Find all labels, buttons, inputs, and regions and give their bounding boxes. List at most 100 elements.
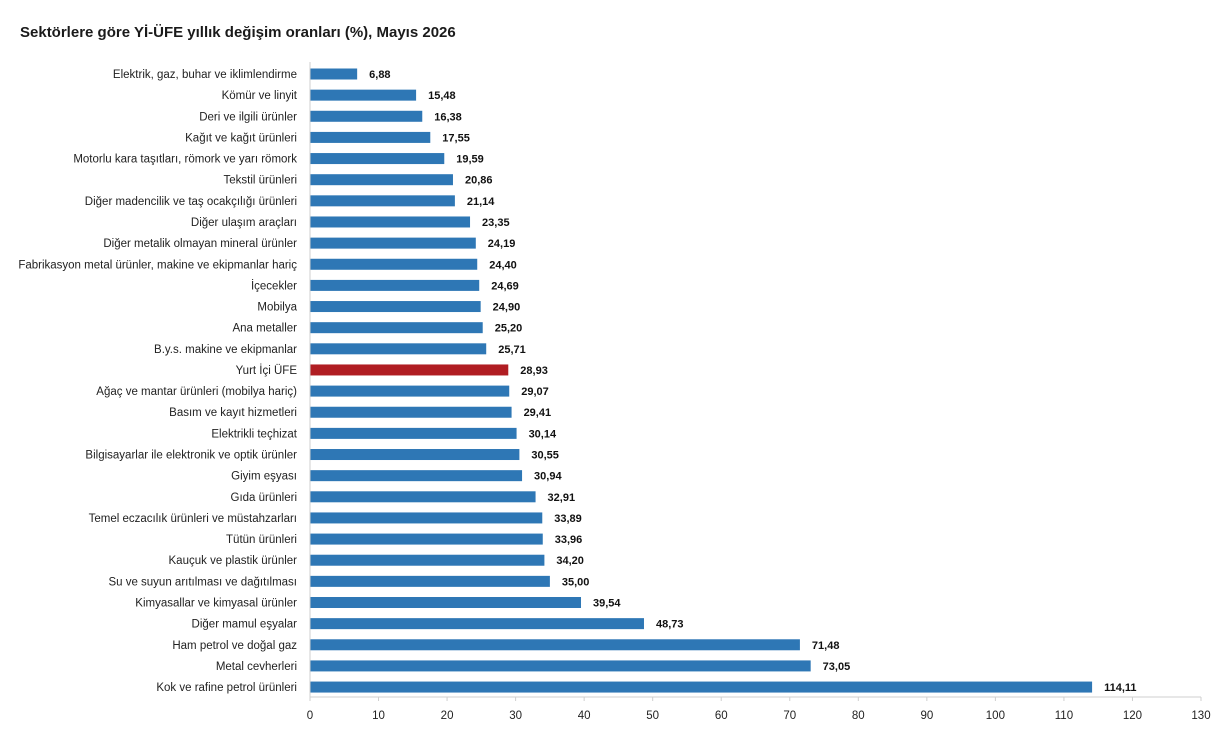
bar <box>310 491 536 503</box>
bar <box>310 406 512 418</box>
bar <box>310 512 543 524</box>
category-label: Ağaç ve mantar ürünleri (mobilya hariç) <box>96 386 297 398</box>
bar <box>310 279 480 291</box>
category-label: Metal cevherleri <box>216 661 297 673</box>
bar <box>310 618 644 630</box>
bar <box>310 322 483 334</box>
bar-highlight <box>310 364 509 376</box>
x-tick-label: 90 <box>920 710 933 722</box>
x-tick-label: 100 <box>986 710 1005 722</box>
x-tick-label: 10 <box>372 710 385 722</box>
bar <box>310 554 545 566</box>
data-label: 16,38 <box>434 111 462 123</box>
category-label: Temel eczacılık ürünleri ve müstahzarlar… <box>89 513 297 525</box>
category-label: Basım ve kayıt hizmetleri <box>169 407 297 419</box>
x-tick-label: 130 <box>1191 710 1210 722</box>
x-tick-label: 30 <box>509 710 522 722</box>
data-label: 25,20 <box>495 323 523 335</box>
data-label: 28,93 <box>520 365 548 377</box>
bars-layer: Elektrik, gaz, buhar ve iklimlendirme 6,8… <box>18 68 1137 694</box>
bar <box>310 237 476 249</box>
bar <box>310 597 582 608</box>
x-tick-label: 60 <box>715 710 728 722</box>
data-label: 30,14 <box>529 428 557 440</box>
bar <box>310 660 811 672</box>
category-label: Diğer mamul eşyalar <box>192 619 298 631</box>
chart-title: Sektörlere göre Yİ-ÜFE yıllık değişim or… <box>20 24 456 41</box>
bar <box>310 153 445 165</box>
data-label: 23,35 <box>482 217 510 229</box>
x-tick-label: 110 <box>1055 710 1073 722</box>
data-label: 48,73 <box>656 619 684 631</box>
data-label: 33,89 <box>554 513 582 525</box>
data-label: 30,55 <box>531 450 559 462</box>
category-label: Motorlu kara taşıtları, römork ve yarı r… <box>73 154 297 166</box>
category-label: Tekstil ürünleri <box>224 175 298 187</box>
category-label: Giyim eşyası <box>231 471 297 483</box>
category-label: Kok ve rafine petrol ürünleri <box>156 682 297 694</box>
data-label: 34,20 <box>556 555 584 567</box>
category-label: Elektrikli teçhizat <box>211 428 297 440</box>
data-label: 39,54 <box>593 598 621 610</box>
category-label: Diğer metalik olmayan mineral ürünler <box>103 238 297 250</box>
category-label: B.y.s. makine ve ekipmanlar <box>154 344 297 356</box>
bar <box>310 449 520 461</box>
bar <box>310 174 453 186</box>
bar <box>310 343 487 355</box>
data-label: 24,69 <box>491 280 519 292</box>
category-label: Mobilya <box>257 302 297 314</box>
bar <box>310 258 478 270</box>
data-label: 24,40 <box>489 259 517 271</box>
x-tick-label: 80 <box>852 710 865 722</box>
x-axis: 0 10 20 30 40 50 60 70 80 90 100 110 120 130 <box>307 62 1211 722</box>
data-label: 29,07 <box>521 386 549 398</box>
data-label: 15,48 <box>428 90 456 102</box>
bar <box>310 301 481 313</box>
data-label: 17,55 <box>442 132 470 144</box>
bar <box>310 131 431 143</box>
bar <box>310 681 1093 693</box>
data-label: 24,90 <box>493 302 521 314</box>
category-label: Deri ve ilgili ürünler <box>199 111 297 123</box>
category-label: Kimyasallar ve kimyasal ürünler <box>135 598 297 610</box>
category-label: Elektrik, gaz, buhar ve iklimlendirme <box>113 69 297 81</box>
category-label: Diğer ulaşım araçları <box>191 217 297 229</box>
category-label: Tütün ürünleri <box>226 534 297 546</box>
x-tick-label: 70 <box>783 710 796 722</box>
bar <box>310 470 523 482</box>
x-tick-label: 40 <box>578 710 591 722</box>
data-label: 24,19 <box>488 238 516 250</box>
category-label: Ham petrol ve doğal gaz <box>172 640 297 652</box>
category-label: Fabrikasyon metal ürünler, makine ve eki… <box>18 259 297 271</box>
category-label: Kauçuk ve plastik ürünler <box>169 555 298 567</box>
bar <box>310 68 358 80</box>
x-tick-label: 20 <box>441 710 454 722</box>
data-label: 71,48 <box>812 640 840 652</box>
data-label: 114,11 <box>1104 682 1136 694</box>
bar <box>310 533 543 545</box>
data-label: 25,71 <box>498 344 526 356</box>
bar <box>310 216 471 228</box>
bar <box>310 427 517 439</box>
data-label: 73,05 <box>823 661 851 673</box>
bar <box>310 639 800 651</box>
category-label: Ana metaller <box>232 323 297 335</box>
data-label: 6,88 <box>369 69 390 81</box>
x-tick-label: 0 <box>307 710 313 722</box>
data-label: 29,41 <box>524 407 552 419</box>
bar <box>310 89 417 101</box>
data-label: 32,91 <box>548 492 576 504</box>
bar <box>310 195 455 207</box>
data-label: 30,94 <box>534 471 562 483</box>
x-tick-label: 50 <box>646 710 659 722</box>
bar <box>310 110 423 122</box>
category-label: Su ve suyun arıtılması ve dağıtılması <box>108 576 297 588</box>
category-label: Kömür ve linyit <box>222 90 298 102</box>
category-label: Gıda ürünleri <box>231 492 297 504</box>
data-label: 19,59 <box>456 154 484 166</box>
data-label: 33,96 <box>555 534 583 546</box>
category-label: Yurt İçi ÜFE <box>236 364 298 377</box>
category-label: Diğer madencilik ve taş ocakçılığı ürünl… <box>85 196 297 208</box>
data-label: 35,00 <box>562 576 590 588</box>
